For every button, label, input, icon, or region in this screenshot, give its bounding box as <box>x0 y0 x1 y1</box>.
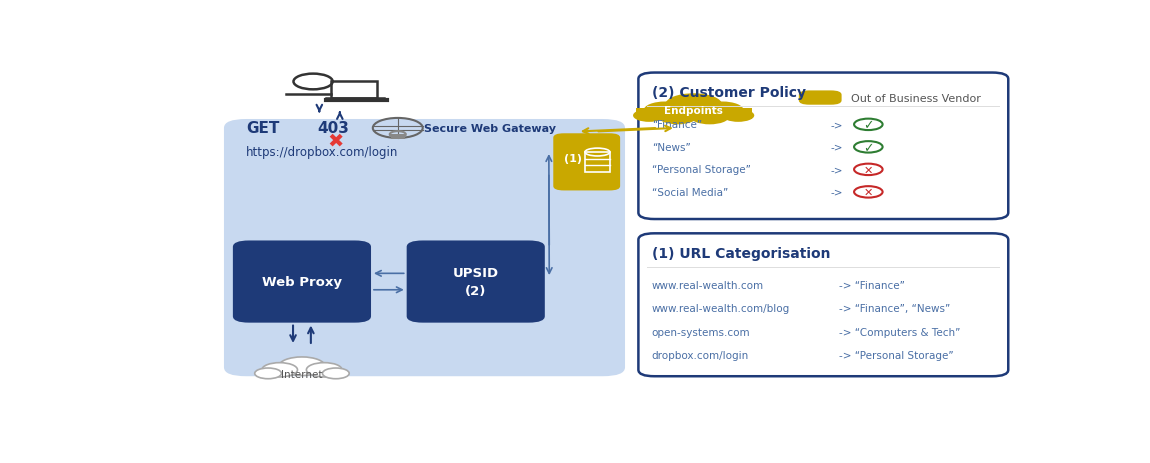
FancyBboxPatch shape <box>636 109 752 120</box>
Text: (2) Customer Policy: (2) Customer Policy <box>652 86 806 100</box>
Text: (1): (1) <box>565 154 582 164</box>
Circle shape <box>632 110 665 123</box>
Text: -> “Personal Storage”: -> “Personal Storage” <box>840 350 953 360</box>
Text: (1) URL Categorisation: (1) URL Categorisation <box>652 246 830 260</box>
FancyBboxPatch shape <box>232 241 371 323</box>
Text: Web Proxy: Web Proxy <box>262 275 342 288</box>
Circle shape <box>722 110 754 123</box>
Text: www.real-wealth.com/blog: www.real-wealth.com/blog <box>652 304 790 313</box>
FancyBboxPatch shape <box>638 74 1009 219</box>
Text: ->: -> <box>830 143 843 152</box>
FancyBboxPatch shape <box>407 241 545 323</box>
Circle shape <box>665 94 722 117</box>
Circle shape <box>306 363 342 377</box>
Text: ✕: ✕ <box>864 188 873 197</box>
Text: GET: GET <box>246 121 279 136</box>
FancyBboxPatch shape <box>799 91 842 106</box>
Text: “Social Media”: “Social Media” <box>652 188 728 197</box>
Circle shape <box>262 363 298 377</box>
Text: ✓: ✓ <box>864 142 874 155</box>
Text: ✕: ✕ <box>864 165 873 175</box>
Text: ->: -> <box>830 120 843 130</box>
Text: ->: -> <box>830 188 843 197</box>
Text: dropbox.com/login: dropbox.com/login <box>652 350 749 360</box>
Text: “News”: “News” <box>652 143 690 152</box>
Circle shape <box>690 109 729 125</box>
FancyBboxPatch shape <box>638 234 1009 376</box>
Text: -> “Finance”: -> “Finance” <box>840 281 905 290</box>
Text: www.real-wealth.com: www.real-wealth.com <box>652 281 764 290</box>
Circle shape <box>278 357 325 375</box>
Text: ✓: ✓ <box>864 119 874 132</box>
Text: “Finance”: “Finance” <box>652 120 702 130</box>
Text: -> “Finance”, “News”: -> “Finance”, “News” <box>840 304 950 313</box>
Text: “Personal Storage”: “Personal Storage” <box>652 165 751 175</box>
FancyBboxPatch shape <box>391 135 405 140</box>
Circle shape <box>322 368 350 379</box>
Text: ->: -> <box>830 165 843 175</box>
Circle shape <box>644 102 687 119</box>
Circle shape <box>658 109 697 125</box>
Circle shape <box>254 368 282 379</box>
Text: Secure Web Gateway: Secure Web Gateway <box>424 124 557 134</box>
Text: Endpoints: Endpoints <box>665 106 723 116</box>
FancyBboxPatch shape <box>224 120 626 376</box>
FancyBboxPatch shape <box>553 134 620 191</box>
Text: Out of Business Vendor: Out of Business Vendor <box>851 94 981 103</box>
Text: https://dropbox.com/login: https://dropbox.com/login <box>246 145 399 158</box>
Text: ✖: ✖ <box>328 131 344 150</box>
Text: -> “Computers & Tech”: -> “Computers & Tech” <box>840 327 960 337</box>
Text: Internet: Internet <box>282 369 323 380</box>
Circle shape <box>700 102 744 119</box>
Text: UPSID
(2): UPSID (2) <box>453 267 499 297</box>
Text: 403: 403 <box>317 121 350 136</box>
Text: open-systems.com: open-systems.com <box>652 327 751 337</box>
